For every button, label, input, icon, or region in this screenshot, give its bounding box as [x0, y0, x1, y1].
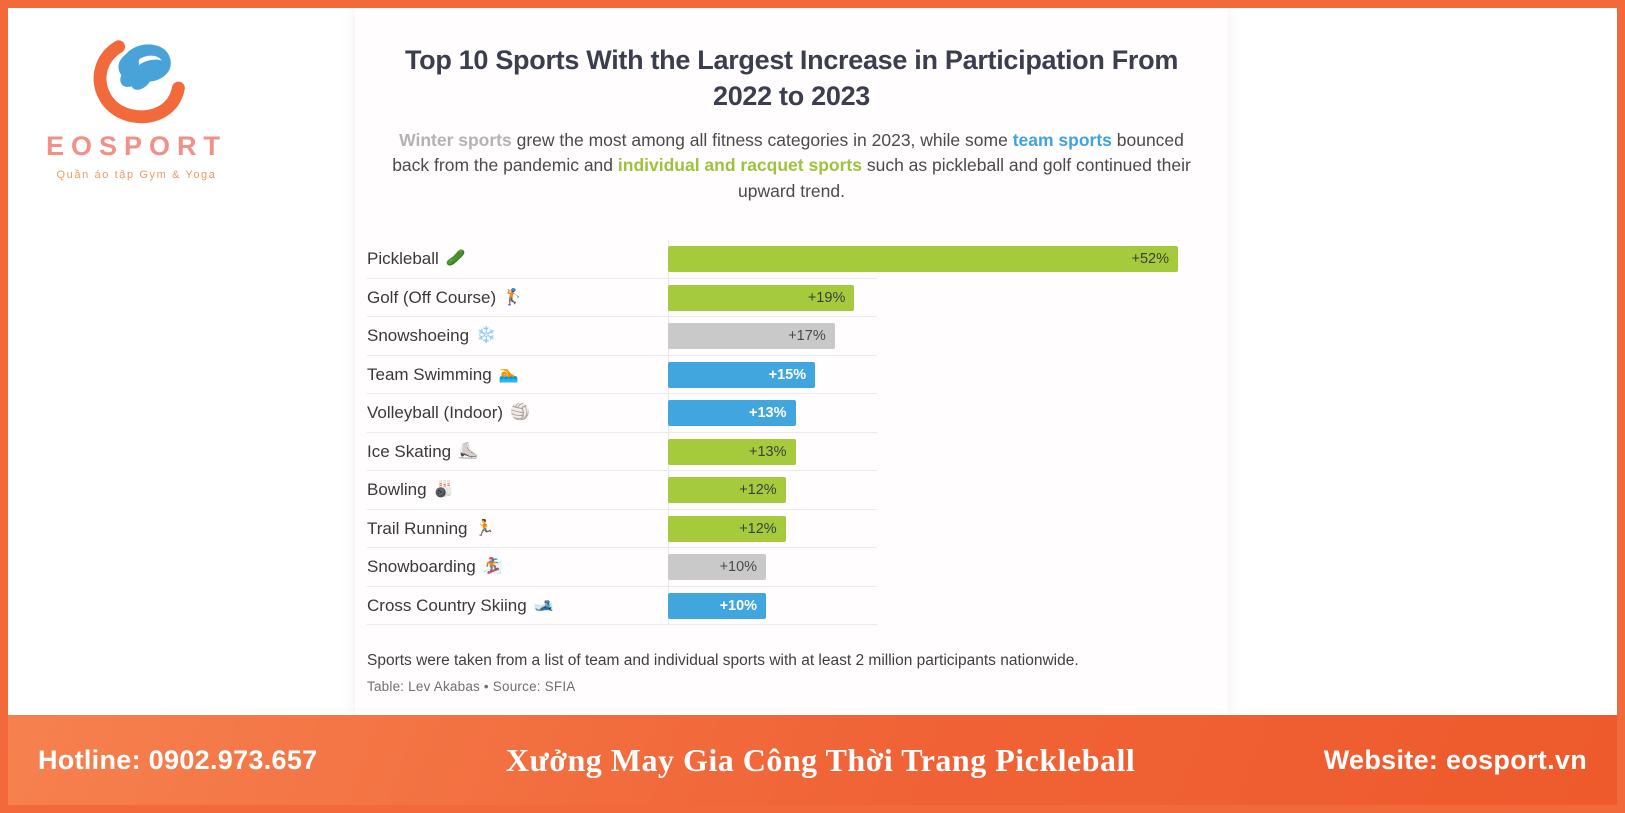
bar-value-label: +13% [749, 443, 787, 460]
chart-byline: Table: Lev Akabas • Source: SFIA [367, 679, 576, 694]
chart-note: Sports were taken from a list of team an… [367, 652, 1079, 669]
row-label-text: Snowshoeing [367, 326, 470, 346]
bar: +17% [668, 323, 835, 350]
row-label-text: Golf (Off Course) [367, 287, 497, 307]
row-label-text: Bowling [367, 480, 427, 500]
volleyball-indoor-icon: 🏐 [510, 404, 530, 422]
bar-track: +10% [668, 554, 1178, 581]
row-label-text: Cross Country Skiing [367, 595, 527, 615]
brand-tagline: Quần áo tập Gym & Yoga [56, 169, 217, 181]
brand-name: EOSPORT [45, 131, 228, 161]
bowling-icon: 🎳 [433, 481, 454, 499]
bar: +52% [668, 246, 1178, 273]
bar-value-label: +12% [739, 520, 777, 537]
chart-row: Team Swimming 🏊 +15% [367, 356, 1178, 395]
bar-track: +12% [668, 477, 1178, 504]
bar: +10% [668, 554, 767, 581]
cross-country-skiing-icon: 🎿 [533, 596, 554, 614]
bar-value-label: +13% [749, 405, 787, 422]
chart-head: Top 10 Sports With the Largest Increase … [355, 42, 1228, 204]
subtitle-segment: grew the most among all fitness categori… [511, 129, 1013, 150]
bar-track: +17% [668, 323, 1178, 350]
row-label-text: Trail Running [367, 518, 468, 538]
chart-subtitle: Winter sports grew the most among all fi… [392, 128, 1192, 204]
row-label: Team Swimming 🏊 [367, 365, 668, 385]
brand-logo-block: EOSPORT Quần áo tập Gym & Yoga [24, 32, 249, 181]
bar-value-label: +52% [1131, 251, 1170, 268]
row-label: Cross Country Skiing 🎿 [367, 596, 668, 616]
team-swimming-icon: 🏊 [498, 365, 519, 383]
chart-row: Pickleball 🥒 +52% [367, 240, 1178, 279]
bar-value-label: +10% [719, 559, 758, 576]
footer-slogan: Xưởng May Gia Công Thời Trang Pickleball [505, 741, 1136, 778]
subtitle-segment: team sports [1012, 129, 1112, 150]
chart-row: Cross Country Skiing 🎿 +10% [367, 587, 1178, 626]
row-label: Bowling 🎳 [367, 480, 668, 500]
bar: +12% [668, 515, 786, 542]
row-label-text: Snowboarding [367, 557, 476, 577]
bar-track: +10% [668, 592, 1178, 619]
bar: +13% [668, 400, 796, 427]
pickleball-icon: 🥒 [445, 250, 466, 268]
footer-hotline: Hotline: 0902.973.657 [38, 744, 318, 775]
footer-website: Website: eosport.vn [1323, 744, 1587, 775]
eosport-logo-icon [93, 40, 185, 124]
subtitle-segment: Winter sports [399, 129, 512, 150]
chart-row: Bowling 🎳 +12% [367, 471, 1178, 510]
bar-value-label: +17% [788, 328, 826, 345]
subtitle-segment: such as pickleball and golf continued th… [737, 155, 1191, 201]
bar-value-label: +10% [719, 597, 758, 614]
row-label: Snowboarding 🏂 [367, 557, 668, 577]
bar: +13% [668, 438, 796, 465]
chart-row: Volleyball (Indoor) 🏐 +13% [367, 394, 1178, 433]
bar-value-label: +15% [768, 366, 807, 383]
ice-skating-icon: ⛸️ [458, 442, 479, 460]
row-label: Golf (Off Course) 🏌️ [367, 288, 668, 308]
bar: +12% [668, 477, 786, 504]
bar-track: +52% [668, 246, 1178, 273]
bar-track: +19% [668, 284, 1178, 311]
bar-track: +12% [668, 515, 1178, 542]
subtitle-segment: bounced back from the pandemic and [392, 129, 1184, 176]
row-label: Ice Skating ⛸️ [367, 442, 668, 462]
bar-value-label: +19% [807, 289, 846, 306]
row-label-text: Pickleball [367, 249, 439, 269]
chart-row: Snowboarding 🏂 +10% [367, 548, 1178, 587]
chart-row: Trail Running 🏃 +12% [367, 510, 1178, 549]
bar-track: +15% [668, 361, 1178, 388]
bar: +10% [668, 592, 767, 619]
row-label: Trail Running 🏃 [367, 519, 668, 539]
chart-row: Snowshoeing ❄️ +17% [367, 317, 1178, 356]
footer-band: Hotline: 0902.973.657 Xưởng May Gia Công… [8, 715, 1617, 805]
row-label-text: Team Swimming [367, 364, 492, 384]
row-label-text: Volleyball (Indoor) [367, 403, 504, 423]
trail-running-icon: 🏃 [474, 519, 495, 537]
bar-track: +13% [668, 438, 1178, 465]
snowboarding-icon: 🏂 [482, 558, 503, 576]
chart-title: Top 10 Sports With the Largest Increase … [404, 45, 1179, 112]
row-label: Pickleball 🥒 [367, 249, 668, 269]
bar-chart: Pickleball 🥒 +52% Golf (Off Course) 🏌️ +19% Sn… [355, 240, 1228, 625]
chart-card: Top 10 Sports With the Largest Increase … [355, 8, 1228, 715]
row-label-text: Ice Skating [367, 441, 452, 461]
bar-track: +13% [668, 400, 1178, 427]
bar: +19% [668, 284, 855, 311]
chart-row: Ice Skating ⛸️ +13% [367, 433, 1178, 472]
snowshoeing-icon: ❄️ [476, 327, 496, 345]
bar: +15% [668, 361, 816, 388]
golf-off-course-icon: 🏌️ [503, 288, 524, 306]
subtitle-segment: individual and racquet sports [617, 155, 862, 176]
row-label: Volleyball (Indoor) 🏐 [367, 403, 668, 423]
bar-value-label: +12% [739, 482, 777, 499]
row-label: Snowshoeing ❄️ [367, 326, 668, 346]
main-content: EOSPORT Quần áo tập Gym & Yoga Top 10 Sp… [8, 8, 1617, 715]
chart-row: Golf (Off Course) 🏌️ +19% [367, 279, 1178, 318]
